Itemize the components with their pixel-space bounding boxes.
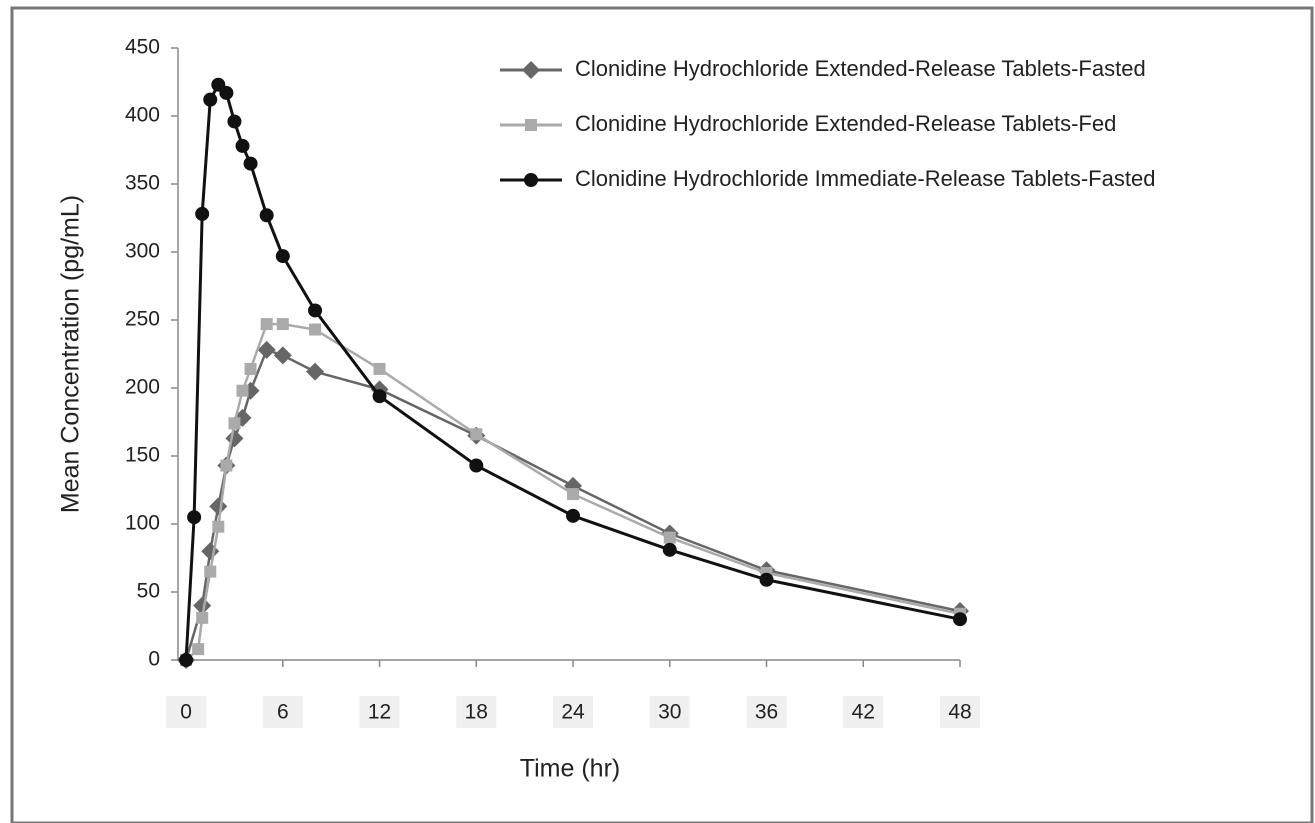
legend-text: Clonidine Hydrochloride Immediate-Releas…	[575, 166, 1155, 191]
x-tick-label: 18	[465, 701, 488, 724]
marker	[243, 156, 258, 171]
marker	[203, 92, 218, 107]
y-tick-label: 50	[137, 580, 160, 603]
marker	[236, 384, 249, 397]
marker	[273, 346, 292, 365]
marker	[524, 173, 538, 187]
marker	[953, 612, 967, 627]
x-tick-bg	[940, 696, 980, 728]
x-tick-bg	[553, 696, 594, 728]
marker	[260, 318, 273, 331]
marker	[525, 119, 537, 131]
x-tick-bg	[843, 696, 884, 728]
y-tick-label: 450	[125, 36, 160, 59]
marker	[259, 208, 274, 223]
frame	[10, 6, 1314, 823]
marker	[372, 389, 387, 404]
marker	[309, 323, 322, 336]
marker	[244, 362, 257, 375]
marker	[219, 85, 234, 100]
marker	[204, 565, 217, 578]
marker	[257, 340, 276, 359]
marker	[373, 362, 386, 375]
marker	[308, 303, 323, 318]
legend-text: Clonidine Hydrochloride Extended-Release…	[575, 111, 1116, 136]
y-tick-label: 0	[148, 648, 160, 671]
x-tick-bg	[746, 696, 787, 728]
x-tick-label: 0	[180, 701, 192, 724]
marker	[662, 542, 677, 557]
y-tick-label: 100	[125, 512, 160, 535]
x-tick-bg	[166, 696, 207, 728]
marker	[227, 114, 242, 129]
x-tick-label: 42	[852, 701, 875, 724]
y-tick-label: 250	[125, 308, 160, 331]
marker	[759, 572, 774, 587]
marker	[663, 531, 676, 544]
x-tick-label: 6	[277, 701, 289, 724]
marker	[187, 510, 202, 525]
marker	[220, 459, 233, 472]
marker	[567, 488, 580, 501]
x-tick-bg	[359, 696, 400, 728]
marker	[306, 362, 325, 381]
y-axis-title: Mean Concentration (pg/mL)	[57, 195, 85, 513]
marker	[275, 249, 290, 264]
marker	[228, 417, 241, 430]
marker	[522, 61, 540, 79]
marker	[179, 653, 194, 667]
marker	[212, 520, 225, 533]
marker	[192, 643, 205, 656]
x-tick-bg	[262, 696, 303, 728]
y-tick-label: 150	[125, 444, 160, 467]
y-tick-label: 200	[125, 376, 160, 399]
marker	[470, 428, 483, 441]
x-axis-title: Time (hr)	[520, 755, 620, 783]
marker	[566, 508, 581, 523]
y-tick-label: 300	[125, 240, 160, 263]
x-tick-label: 30	[658, 701, 681, 724]
x-tick-label: 36	[755, 701, 778, 724]
legend-text: Clonidine Hydrochloride Extended-Release…	[575, 56, 1146, 81]
marker	[196, 611, 209, 624]
marker	[195, 206, 210, 221]
marker	[276, 318, 289, 331]
marker	[193, 596, 212, 615]
marker	[235, 138, 250, 153]
x-tick-label: 48	[948, 701, 971, 724]
marker	[469, 458, 484, 473]
series-line	[185, 322, 961, 661]
y-tick-label: 400	[125, 104, 160, 127]
x-tick-bg	[456, 696, 497, 728]
x-tick-label: 12	[368, 701, 391, 724]
y-tick-label: 350	[125, 172, 160, 195]
x-tick-bg	[649, 696, 690, 728]
x-tick-label: 24	[561, 701, 585, 724]
series-line	[184, 82, 961, 661]
